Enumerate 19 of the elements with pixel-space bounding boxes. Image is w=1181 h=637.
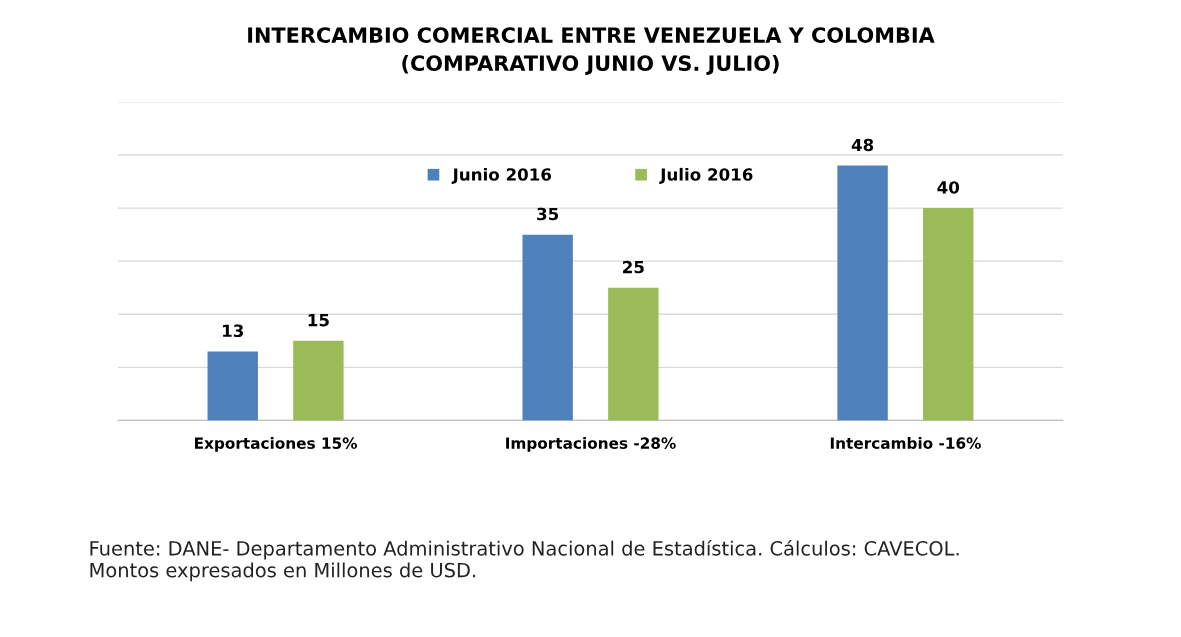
source-note: Fuente: DANE- Departamento Administrativo Nacional de Estadística. Cálculos: CAVECOL. Montos expresados en Millones de USD. (90, 539, 959, 582)
data-label: 40 (937, 181, 960, 194)
data-label: 48 (851, 138, 874, 152)
data-label: 13 (223, 324, 244, 338)
bar (923, 208, 974, 421)
bar (522, 234, 573, 421)
bar (608, 287, 659, 421)
legend-label: Junio 2016 (451, 167, 552, 184)
data-label: 15 (308, 314, 329, 327)
data-label: 35 (537, 207, 559, 221)
data-label: 25 (623, 260, 644, 274)
x-tick-label: Importaciones -28% (506, 437, 676, 452)
x-tick-label: Exportaciones 15% (195, 437, 358, 452)
x-tick-label: Intercambio -16% (830, 437, 981, 449)
bar (293, 340, 344, 421)
bar (837, 165, 888, 421)
bar (207, 351, 258, 421)
chart-title: INTERCAMBIO COMERCIAL ENTRE VENEZUELA Y COLOMBIA (COMPARATIVO JUNIO VS. JULIO) (248, 27, 935, 75)
legend-label: Julio 2016 (659, 167, 753, 184)
